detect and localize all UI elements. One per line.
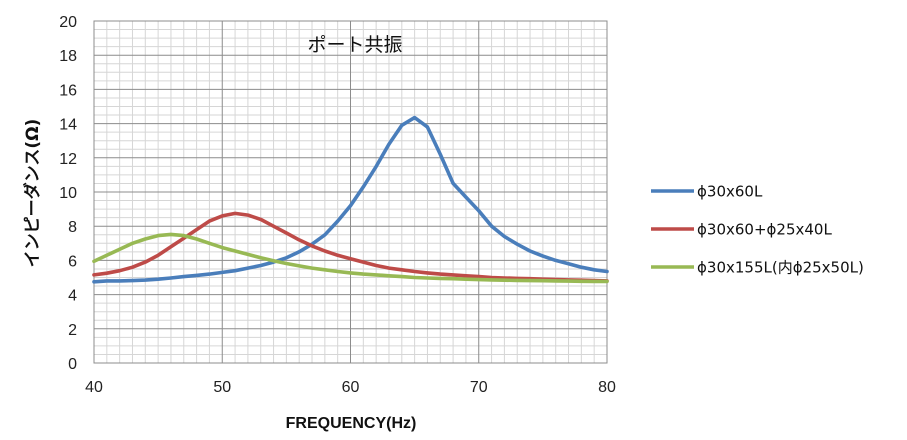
series-layer <box>92 115 609 284</box>
chart-title: ポート共振 <box>307 34 402 56</box>
y-tick-label: 16 <box>59 82 77 99</box>
series-line-1 <box>92 115 609 284</box>
legend-label: ϕ30x155L(内ϕ25x50L) <box>697 259 864 277</box>
legend-label: ϕ30x60+ϕ25x40L <box>697 221 832 239</box>
x-tick-label: 50 <box>213 379 231 396</box>
legend-item-2: ϕ30x60+ϕ25x40L <box>651 221 832 239</box>
x-tick-label: 80 <box>598 379 616 396</box>
legend-label: ϕ30x60L <box>697 183 763 201</box>
y-tick-label: 12 <box>59 151 77 168</box>
y-tick-label: 14 <box>59 117 77 134</box>
series-line-3 <box>92 232 609 284</box>
y-tick-label: 18 <box>59 48 77 65</box>
y-tick-label: 2 <box>68 322 77 339</box>
y-tick-label: 20 <box>59 14 77 31</box>
legend-item-3: ϕ30x155L(内ϕ25x50L) <box>651 259 864 277</box>
legend-item-1: ϕ30x60L <box>651 183 763 201</box>
y-tick-label: 4 <box>68 288 77 305</box>
y-tick-label: 10 <box>59 185 77 202</box>
x-tick-label: 70 <box>470 379 488 396</box>
y-axis-label: インピーダンス(Ω) <box>22 119 43 268</box>
x-axis-tick-labels: 40 50 60 70 80 <box>85 379 616 396</box>
y-tick-label: 0 <box>68 356 77 373</box>
x-tick-label: 60 <box>342 379 360 396</box>
y-tick-label: 8 <box>68 219 77 236</box>
x-tick-label: 40 <box>85 379 103 396</box>
plot-area-frame <box>93 20 608 364</box>
y-axis-tick-labels: 0 2 4 6 8 10 12 14 16 18 20 <box>59 14 77 373</box>
series-line-2 <box>92 211 609 283</box>
legend: ϕ30x60L ϕ30x60+ϕ25x40L ϕ30x155L(内ϕ25x50L) <box>651 183 864 277</box>
y-tick-label: 6 <box>68 253 77 270</box>
x-axis-label: FREQUENCY(Hz) <box>286 415 417 432</box>
